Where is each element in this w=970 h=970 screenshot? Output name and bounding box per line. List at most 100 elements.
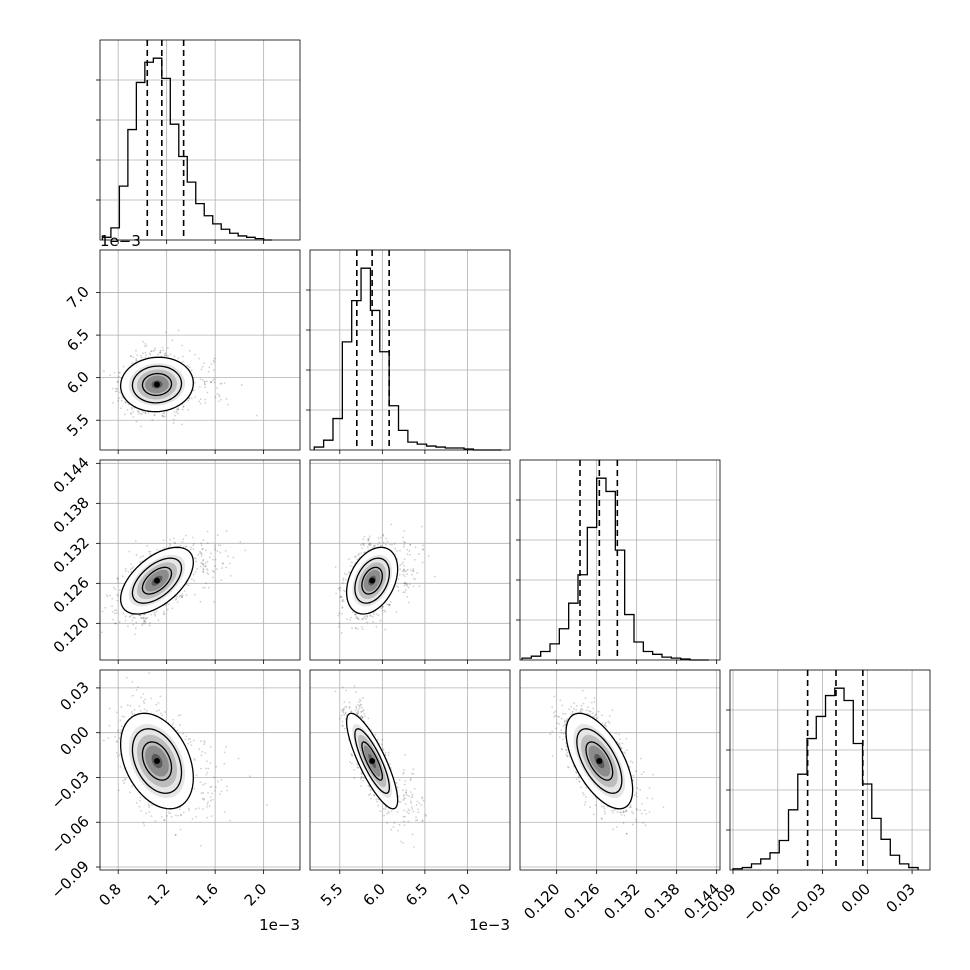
- sample-point: [342, 589, 345, 592]
- sample-point: [149, 553, 151, 555]
- sample-point: [152, 350, 155, 352]
- sample-point: [158, 709, 161, 711]
- sample-point: [217, 400, 220, 403]
- sample-point: [357, 618, 360, 621]
- sample-point: [177, 357, 180, 360]
- sample-point: [421, 561, 424, 564]
- sample-point: [177, 329, 180, 332]
- sample-point: [145, 617, 147, 620]
- sample-point: [163, 819, 166, 821]
- sample-point: [206, 571, 208, 574]
- sample-point: [421, 548, 424, 551]
- sample-point: [341, 582, 344, 584]
- sample-point: [349, 564, 352, 567]
- sample-point: [140, 616, 143, 619]
- sample-point: [383, 609, 386, 612]
- sample-point: [396, 550, 398, 552]
- sample-point: [382, 533, 385, 536]
- sample-point: [139, 614, 142, 617]
- sample-point: [223, 751, 226, 754]
- sample-point: [223, 382, 226, 385]
- sample-point: [187, 408, 190, 411]
- sample-point: [402, 591, 405, 594]
- sample-point: [207, 586, 210, 589]
- sample-point: [342, 598, 344, 601]
- sample-point: [150, 613, 153, 616]
- sample-point: [212, 379, 214, 382]
- sample-point: [154, 347, 156, 350]
- sample-point: [403, 568, 405, 571]
- sample-point: [375, 613, 378, 615]
- sample-point: [375, 625, 378, 628]
- sample-point: [188, 366, 191, 369]
- sample-point: [132, 416, 135, 418]
- sample-point: [109, 374, 112, 377]
- sample-point: [339, 595, 342, 597]
- sample-point: [214, 544, 217, 547]
- contour-line: [131, 557, 183, 604]
- sample-point: [342, 579, 345, 582]
- sample-point: [121, 396, 123, 399]
- sample-point: [220, 382, 223, 385]
- sample-point: [176, 412, 179, 415]
- sample-point: [390, 600, 392, 603]
- sample-point: [416, 572, 419, 574]
- sample-point: [162, 539, 165, 542]
- sample-point: [194, 570, 197, 573]
- sample-point: [220, 398, 222, 401]
- sample-point: [240, 384, 243, 386]
- sample-point: [203, 586, 206, 589]
- sample-point: [200, 368, 203, 371]
- sample-point: [216, 550, 219, 552]
- sample-point: [339, 587, 342, 590]
- sample-point: [133, 708, 136, 711]
- sample-point: [403, 582, 406, 585]
- sample-point: [181, 408, 184, 411]
- sample-point: [121, 715, 124, 718]
- sample-point: [141, 356, 143, 359]
- sample-point: [369, 543, 372, 546]
- sample-point: [362, 543, 364, 546]
- sample-point: [177, 407, 180, 409]
- sample-point: [202, 567, 205, 570]
- sample-point: [188, 397, 191, 400]
- sample-point: [200, 845, 202, 847]
- contour-line: [354, 557, 391, 604]
- sample-point: [127, 403, 130, 406]
- sample-point: [403, 575, 406, 578]
- sample-point: [344, 590, 346, 593]
- sample-point: [386, 540, 389, 543]
- sample-point: [144, 343, 147, 345]
- sample-point: [131, 619, 134, 622]
- sample-point: [172, 418, 175, 421]
- sample-point: [143, 620, 146, 623]
- panel-background: [310, 460, 510, 660]
- sample-point: [209, 381, 212, 383]
- sample-point: [176, 595, 178, 598]
- sample-point: [221, 562, 224, 565]
- sample-point: [340, 632, 343, 634]
- sample-point: [130, 570, 133, 573]
- sample-point: [379, 619, 382, 622]
- sample-point: [368, 544, 371, 547]
- sample-point: [153, 414, 156, 417]
- sample-point: [382, 541, 385, 544]
- sample-point: [224, 550, 227, 552]
- sample-point: [142, 340, 144, 343]
- sample-point: [340, 596, 343, 598]
- sample-point: [185, 545, 188, 548]
- sample-point: [132, 566, 135, 568]
- sample-point: [212, 369, 215, 371]
- sample-point: [135, 420, 138, 423]
- sample-point: [115, 609, 118, 612]
- sample-point: [162, 415, 165, 418]
- sample-point: [403, 569, 405, 572]
- sample-point: [397, 589, 400, 592]
- sample-point: [338, 612, 341, 614]
- sample-point: [148, 622, 151, 625]
- sample-point: [373, 613, 375, 616]
- contour-line: [119, 356, 194, 413]
- panel-frame: [99, 249, 301, 451]
- sample-point: [354, 556, 357, 559]
- sample-point: [124, 569, 127, 572]
